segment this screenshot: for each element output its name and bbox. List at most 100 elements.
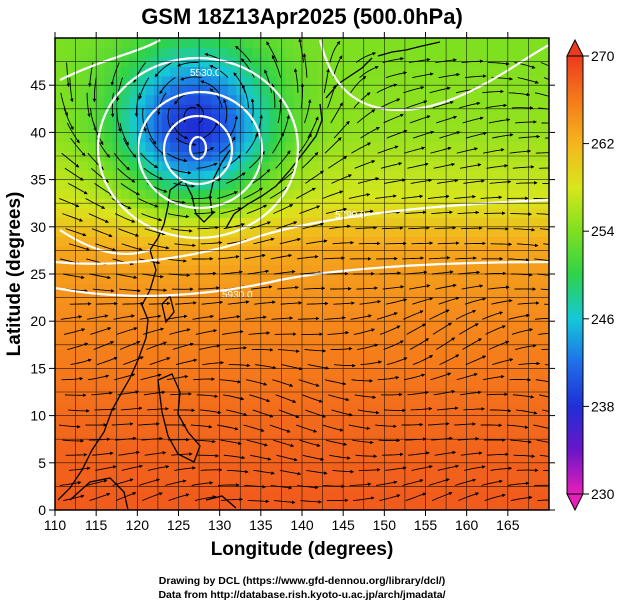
heat-cell [104, 75, 114, 86]
heat-cell [162, 94, 171, 105]
streamline [111, 422, 134, 426]
heat-cell [343, 358, 352, 369]
heat-cell [269, 358, 278, 369]
heat-cell [104, 179, 114, 190]
heat-cell [334, 453, 344, 464]
heat-cell [450, 425, 460, 436]
heat-cell [293, 122, 303, 133]
heat-cell [120, 406, 130, 417]
heat-cell [203, 500, 213, 510]
heat-cell [491, 217, 501, 228]
heat-cell [425, 104, 435, 115]
heat-cell [96, 283, 105, 294]
heat-cell [318, 368, 328, 379]
heat-cell [55, 462, 64, 473]
heat-cell [293, 368, 303, 379]
heat-cell [540, 368, 549, 379]
heat-cell [450, 217, 460, 228]
streamline [227, 469, 249, 474]
heat-cell [293, 425, 303, 436]
streamline [298, 133, 312, 154]
streamline [431, 210, 453, 215]
heat-cell [285, 462, 295, 473]
streamline [271, 54, 282, 78]
heat-cell [302, 425, 311, 436]
heat-cell [417, 415, 427, 426]
heat-cell [417, 349, 427, 360]
heat-cell [441, 217, 451, 228]
heat-cell [120, 236, 130, 247]
heat-cell [433, 377, 443, 388]
heat-cell [318, 170, 328, 181]
y-tick-label: 45 [30, 77, 46, 93]
heat-cell [425, 264, 435, 275]
heat-cell [367, 38, 377, 49]
heat-cell [384, 113, 394, 124]
heat-cell [120, 415, 130, 426]
heat-cell [318, 500, 328, 510]
heat-cell [194, 481, 204, 492]
streamline [510, 212, 532, 216]
heat-cell [326, 462, 336, 473]
heat-cell [227, 472, 237, 483]
heat-cell [376, 406, 385, 417]
heat-cell [104, 481, 114, 492]
heat-cell [433, 491, 443, 502]
streamline [170, 167, 192, 175]
heat-cell [417, 358, 427, 369]
streamline [123, 356, 144, 366]
heat-cell [343, 368, 352, 379]
heat-cell [104, 472, 114, 483]
heat-cell [87, 94, 97, 105]
heat-cell [326, 264, 336, 275]
heat-cell [516, 491, 525, 502]
streamline [59, 424, 81, 429]
heat-cell [244, 132, 254, 143]
heat-cell [425, 377, 435, 388]
heat-cell [351, 141, 361, 152]
heat-cell [178, 292, 188, 303]
heat-cell [211, 443, 221, 454]
heat-cell [367, 321, 377, 332]
coastline-japan-kyushu-honshu [225, 103, 323, 229]
heat-cell [269, 377, 278, 388]
heat-cell [343, 236, 352, 247]
heat-cell [269, 66, 278, 77]
heat-cell [540, 321, 549, 332]
heat-cell [409, 160, 418, 171]
heat-cell [433, 368, 443, 379]
heat-cell [170, 226, 180, 237]
x-tick-label: 150 [373, 517, 397, 533]
heat-cell [104, 66, 114, 77]
heat-cell [170, 330, 180, 341]
heat-cell [227, 274, 237, 285]
heat-cell [293, 415, 303, 426]
heat-cell [417, 104, 427, 115]
heat-cell [392, 274, 402, 285]
heat-cell [507, 264, 517, 275]
heat-cell [507, 207, 517, 218]
streamline [491, 298, 513, 305]
heat-cell [310, 66, 320, 77]
heat-cell [170, 56, 180, 67]
heat-cell [458, 38, 468, 49]
heat-cell [285, 415, 295, 426]
heat-cell [170, 481, 180, 492]
heat-cell [269, 38, 278, 49]
heat-cell [244, 141, 254, 152]
streamline [480, 195, 503, 200]
heat-cell [203, 141, 213, 152]
heat-cell [145, 132, 155, 143]
heat-cell [392, 264, 402, 275]
streamline [245, 132, 259, 154]
streamline [275, 394, 297, 403]
streamline [147, 464, 170, 471]
heat-cell [104, 358, 114, 369]
heat-cell [458, 113, 468, 124]
heat-cell [87, 311, 97, 322]
heat-cell [137, 415, 147, 426]
heat-cell [79, 179, 89, 190]
heat-cell [326, 415, 336, 426]
heat-cell [129, 292, 138, 303]
heat-cell [466, 292, 476, 303]
